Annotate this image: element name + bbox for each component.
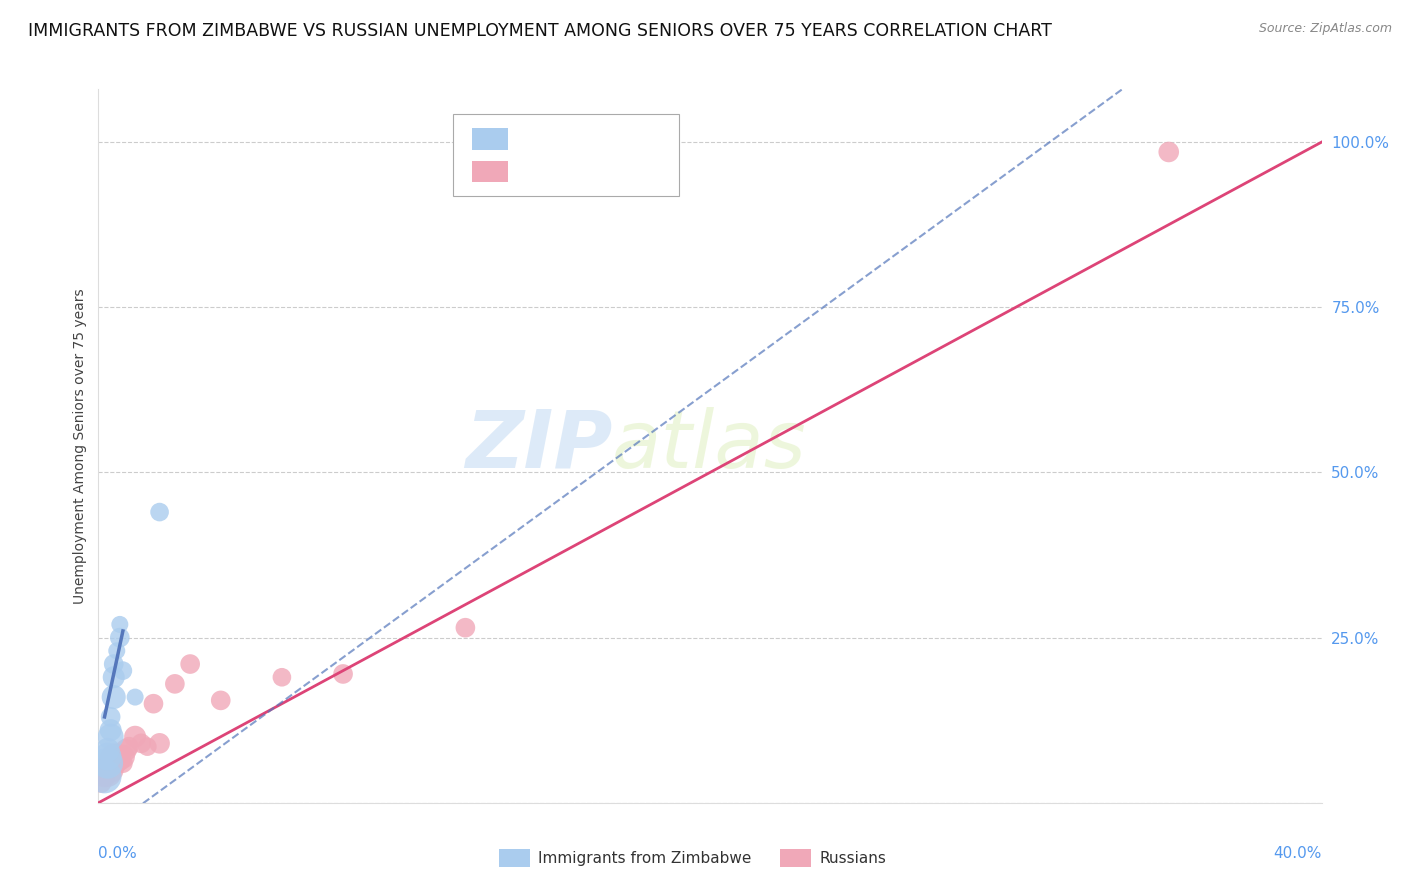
Point <box>111 664 134 678</box>
Text: 0.716: 0.716 <box>558 161 610 179</box>
Text: IMMIGRANTS FROM ZIMBABWE VS RUSSIAN UNEMPLOYMENT AMONG SENIORS OVER 75 YEARS COR: IMMIGRANTS FROM ZIMBABWE VS RUSSIAN UNEM… <box>28 22 1052 40</box>
Point <box>93 769 115 783</box>
Point <box>103 690 125 704</box>
Point <box>100 763 122 777</box>
Text: 0.336: 0.336 <box>558 128 612 146</box>
Text: Russians: Russians <box>820 852 887 866</box>
Point <box>118 739 141 754</box>
Point <box>103 753 125 767</box>
Point <box>129 736 152 750</box>
FancyBboxPatch shape <box>471 128 508 150</box>
Point <box>163 677 186 691</box>
Point <box>100 756 122 771</box>
Point <box>149 736 172 750</box>
Text: R =: R = <box>517 161 554 179</box>
Text: 0.0%: 0.0% <box>98 846 138 861</box>
Point <box>1157 145 1180 159</box>
Point <box>103 749 125 764</box>
Point <box>97 759 120 773</box>
Point <box>97 766 120 780</box>
Point <box>179 657 201 671</box>
Point <box>103 670 125 684</box>
Text: N =: N = <box>613 128 661 146</box>
Point <box>100 710 122 724</box>
Y-axis label: Unemployment Among Seniors over 75 years: Unemployment Among Seniors over 75 years <box>73 288 87 604</box>
Point <box>108 753 131 767</box>
Point <box>115 743 138 757</box>
Point <box>100 723 122 738</box>
Point <box>103 657 125 671</box>
Text: Source: ZipAtlas.com: Source: ZipAtlas.com <box>1258 22 1392 36</box>
Text: R =: R = <box>517 128 554 146</box>
Text: N =: N = <box>613 161 661 179</box>
Point <box>332 667 354 681</box>
Point <box>149 505 172 519</box>
Text: 40.0%: 40.0% <box>1274 846 1322 861</box>
Point <box>111 756 134 771</box>
Text: Immigrants from Zimbabwe: Immigrants from Zimbabwe <box>538 852 752 866</box>
Point <box>97 756 120 771</box>
Point <box>136 739 159 754</box>
Point <box>97 749 120 764</box>
Point <box>97 743 120 757</box>
Point <box>454 621 477 635</box>
Text: 27: 27 <box>655 161 678 179</box>
Point <box>100 730 122 744</box>
Text: 17: 17 <box>655 128 678 146</box>
Point <box>124 730 146 744</box>
Point <box>270 670 292 684</box>
Text: atlas: atlas <box>612 407 807 485</box>
Point <box>142 697 165 711</box>
Point <box>209 693 232 707</box>
Point <box>105 749 128 764</box>
FancyBboxPatch shape <box>471 161 508 182</box>
Point <box>108 617 131 632</box>
FancyBboxPatch shape <box>453 114 679 196</box>
Point <box>105 644 128 658</box>
Point <box>124 690 146 704</box>
Point <box>105 746 128 760</box>
Text: ZIP: ZIP <box>465 407 612 485</box>
Point <box>90 776 112 790</box>
Point <box>93 769 115 783</box>
Point <box>111 749 134 764</box>
Point <box>108 631 131 645</box>
